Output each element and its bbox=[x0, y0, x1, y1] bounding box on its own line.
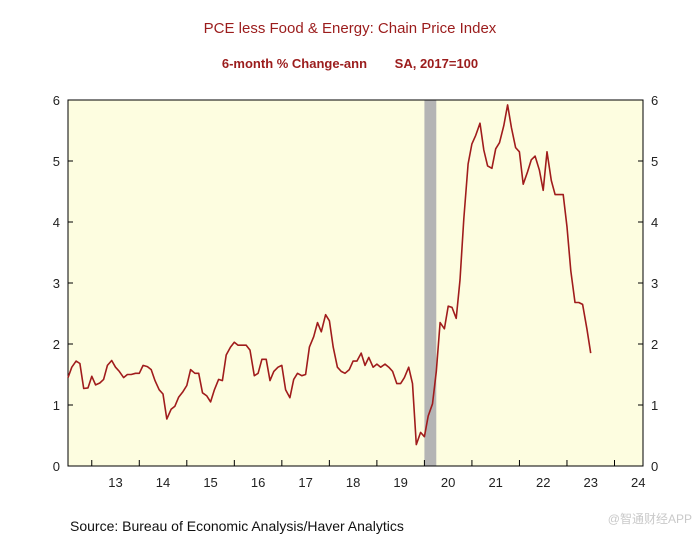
y-tick-label-left: 3 bbox=[53, 276, 60, 291]
y-tick-label-left: 6 bbox=[53, 93, 60, 108]
y-tick-label-right: 2 bbox=[651, 337, 658, 352]
recession-band bbox=[424, 100, 437, 466]
plot-area bbox=[68, 100, 643, 466]
x-tick-label: 22 bbox=[536, 475, 550, 490]
series-line bbox=[67, 104, 592, 446]
subtitle-basis: SA, 2017=100 bbox=[394, 56, 479, 71]
y-tick-label-left: 0 bbox=[53, 459, 60, 474]
x-tick-label: 19 bbox=[393, 475, 407, 490]
y-tick-label-left: 4 bbox=[53, 215, 60, 230]
y-tick-label-left: 2 bbox=[53, 337, 60, 352]
watermark: @智通财经APP bbox=[607, 512, 692, 526]
y-tick-label-right: 4 bbox=[651, 215, 658, 230]
y-tick-label-left: 5 bbox=[53, 154, 60, 169]
y-tick-label-right: 5 bbox=[651, 154, 658, 169]
x-tick-label: 18 bbox=[346, 475, 360, 490]
x-tick-label: 13 bbox=[108, 475, 122, 490]
y-tick-label-right: 0 bbox=[651, 459, 658, 474]
y-tick-label-right: 6 bbox=[651, 93, 658, 108]
x-tick-label: 20 bbox=[441, 475, 455, 490]
x-tick-label: 21 bbox=[488, 475, 502, 490]
chart-subtitle: 6-month % Change-ann SA, 2017=100 bbox=[0, 56, 700, 71]
x-tick-label: 14 bbox=[156, 475, 170, 490]
x-tick-label: 17 bbox=[298, 475, 312, 490]
x-tick-label: 23 bbox=[583, 475, 597, 490]
x-tick-label: 16 bbox=[251, 475, 265, 490]
chart-title: PCE less Food & Energy: Chain Price Inde… bbox=[203, 20, 497, 37]
y-tick-label-left: 1 bbox=[53, 398, 60, 413]
x-tick-label: 15 bbox=[203, 475, 217, 490]
chart-source: Source: Bureau of Economic Analysis/Have… bbox=[70, 518, 404, 534]
subtitle-measure: 6-month % Change-ann bbox=[221, 56, 368, 71]
y-tick-label-right: 3 bbox=[651, 276, 658, 291]
y-tick-label-right: 1 bbox=[651, 398, 658, 413]
x-tick-label: 24 bbox=[631, 475, 645, 490]
